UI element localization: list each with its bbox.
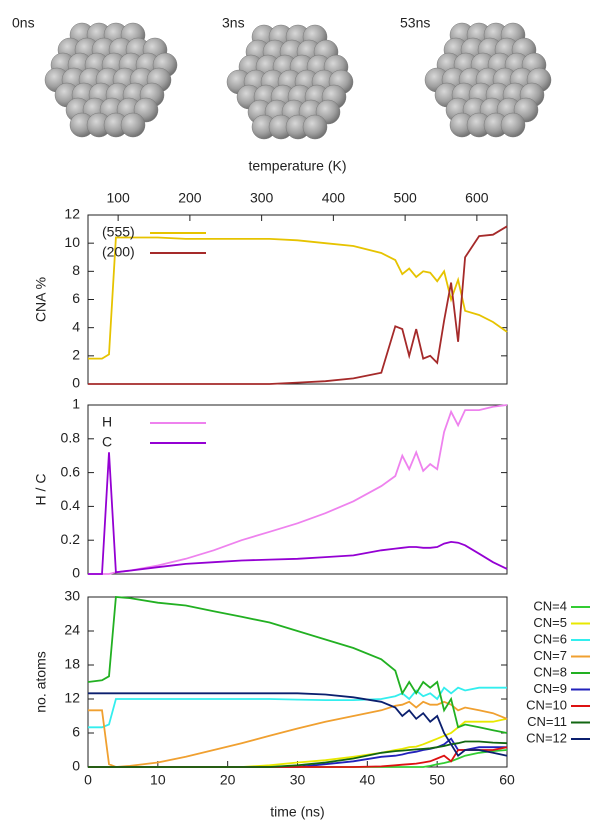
- y-tick-label: 12: [64, 690, 80, 706]
- x2-tick-label: 400: [322, 190, 346, 206]
- y-axis-label: CNA %: [33, 277, 49, 322]
- x2-tick-label: 300: [250, 190, 274, 206]
- series-line: [87, 596, 508, 734]
- legend-label: CN=5: [533, 615, 567, 630]
- series-line: [88, 700, 508, 768]
- x-axis-label: time (ns): [270, 804, 324, 820]
- legend-label: C: [102, 434, 112, 450]
- x-tick-label: 30: [290, 772, 306, 788]
- y-tick-label: 12: [64, 206, 80, 222]
- y-tick-label: 0.6: [61, 463, 81, 479]
- y-tick-label: 8: [72, 262, 80, 278]
- y-tick-label: 0.4: [61, 497, 81, 513]
- y-tick-label: 24: [64, 622, 80, 638]
- series-line: [88, 452, 508, 575]
- series-line: [88, 692, 508, 758]
- atom: [302, 114, 328, 140]
- legend-label: H: [102, 414, 112, 430]
- atom: [120, 112, 146, 138]
- y-axis-label: no. atoms: [33, 651, 49, 712]
- y-tick-label: 6: [72, 724, 80, 740]
- series-line: [88, 686, 507, 729]
- series-line: [88, 404, 508, 575]
- x-tick-label: 0: [84, 772, 92, 788]
- x-tick-label: 50: [429, 772, 445, 788]
- y-tick-label: 10: [64, 234, 80, 250]
- x2-tick-label: 200: [178, 190, 202, 206]
- series-line: [88, 236, 508, 360]
- legend-label: (555): [102, 224, 135, 240]
- y-tick-label: 0.8: [61, 430, 81, 446]
- y-tick-label: 6: [72, 290, 80, 306]
- x2-tick-label: 500: [393, 190, 417, 206]
- legend-label: CN=10: [526, 697, 567, 712]
- y-axis-label: H / C: [33, 474, 49, 506]
- y-tick-label: 0: [72, 565, 80, 581]
- legend-label: CN=4: [533, 598, 567, 613]
- x-tick-label: 20: [220, 772, 236, 788]
- y-tick-label: 0: [72, 375, 80, 391]
- y-tick-label: 2: [72, 347, 80, 363]
- series-line: [88, 717, 508, 768]
- cluster-images: [44, 22, 552, 140]
- x2-tick-label: 600: [465, 190, 489, 206]
- image-label: 0ns: [12, 15, 35, 31]
- y-tick-label: 1: [72, 396, 80, 412]
- image-label: 53ns: [400, 15, 430, 31]
- image-label: 3ns: [222, 15, 245, 31]
- plot-frame: [87, 404, 508, 575]
- x2-axis-label: temperature (K): [248, 158, 346, 174]
- x-tick-label: 60: [499, 772, 515, 788]
- atom: [500, 112, 526, 138]
- legend-label: CN=11: [527, 714, 567, 729]
- plot-frame: [87, 596, 508, 768]
- y-tick-label: 0.2: [61, 531, 81, 547]
- y-tick-label: 0: [72, 758, 80, 774]
- series-line: [88, 225, 508, 385]
- y-tick-label: 18: [64, 656, 80, 672]
- y-tick-label: 4: [72, 318, 80, 334]
- legend-label: CN=8: [533, 664, 567, 679]
- legend-label: CN=7: [533, 648, 567, 663]
- series-line: [88, 740, 508, 768]
- legend-label: (200): [102, 244, 135, 260]
- legend-label: CN=9: [533, 681, 567, 696]
- legend-label: CN=12: [526, 730, 567, 745]
- x-tick-label: 40: [360, 772, 376, 788]
- x-tick-label: 10: [150, 772, 166, 788]
- x2-tick-label: 100: [106, 190, 130, 206]
- legend-label: CN=6: [533, 631, 567, 646]
- y-tick-label: 30: [64, 588, 80, 604]
